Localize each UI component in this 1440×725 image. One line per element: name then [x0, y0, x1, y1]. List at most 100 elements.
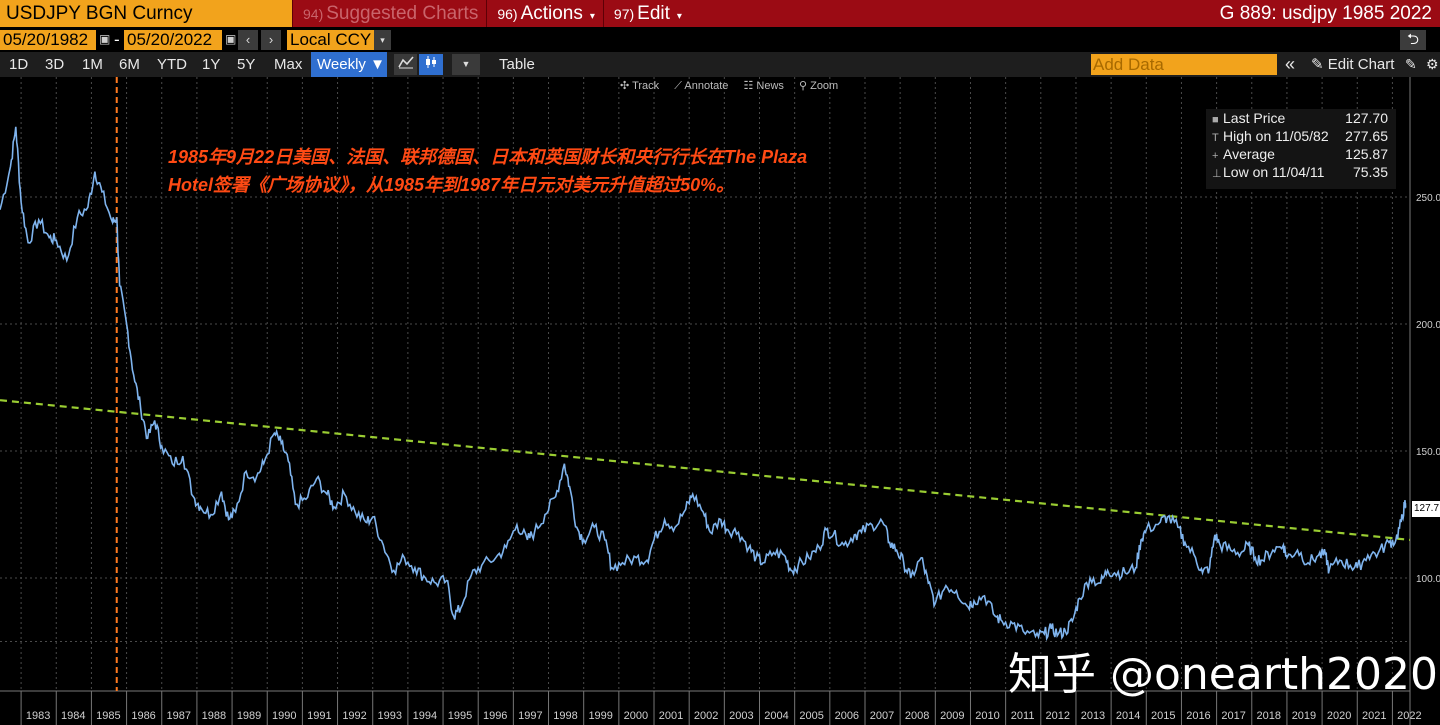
x-tick-label: 1984	[61, 710, 85, 722]
legend-value: 277.65	[1345, 128, 1388, 144]
chart-toolbox: ✣ Track ⟋ Annotate ☷ News ⚲ Zoom	[620, 79, 850, 93]
y-tick-label: 150.0	[1416, 447, 1440, 458]
x-tick-label: 2004	[764, 710, 788, 722]
end-date-input[interactable]: 05/20/2022	[124, 30, 222, 50]
actions-caret-icon: ▾	[589, 11, 595, 22]
x-tick-label: 2018	[1257, 710, 1281, 722]
legend-label: Last Price	[1223, 110, 1286, 126]
range-ytd[interactable]: YTD	[157, 56, 187, 73]
news-tool[interactable]: ☷ News	[743, 80, 784, 92]
x-tick-label: 1991	[307, 710, 331, 722]
x-tick-label: 2021	[1362, 710, 1386, 722]
watermark: 知乎 @onearth2020	[1008, 649, 1439, 700]
x-tick-label: 1983	[26, 710, 50, 722]
legend-row-low[interactable]: ⊥Low on 11/04/11 75.35	[1206, 163, 1396, 181]
legend-label: Low on 11/04/11	[1223, 164, 1325, 180]
x-tick-label: 2001	[659, 710, 683, 722]
usdjpy-price-line	[0, 126, 1407, 642]
range-6m[interactable]: 6M	[119, 56, 140, 73]
edit-caret-icon: ▾	[676, 11, 682, 22]
frequency-select[interactable]: Weekly ▼	[311, 52, 387, 77]
calendar-icon[interactable]: ▣	[225, 32, 237, 46]
x-tick-label: 1995	[448, 710, 472, 722]
x-tick-label: 1998	[553, 710, 577, 722]
range-1d[interactable]: 1D	[9, 56, 29, 73]
actions-menu[interactable]: 96) Actions ▾	[486, 0, 603, 27]
x-tick-label: 2008	[905, 710, 929, 722]
y-tick-label: 250.0	[1416, 193, 1440, 204]
zoom-tool[interactable]: ⚲ Zoom	[798, 80, 839, 92]
calendar-icon[interactable]: ▣	[99, 32, 111, 46]
price-chart[interactable]: 1983 1984 1985 1986 1987 1988 1989 1990 1991 1992…	[0, 77, 1440, 725]
annotation-line-2: Hotel签署《广场协议》，从1985年到1987年日元对美元升值超过50%。	[168, 175, 735, 195]
x-tick-label: 2002	[694, 710, 718, 722]
x-tick-label: 2016	[1186, 710, 1210, 722]
last-price-tag: 127.7	[1412, 501, 1440, 517]
range-1y[interactable]: 1Y	[202, 56, 221, 73]
x-tick-label: 2007	[870, 710, 894, 722]
legend-value: 127.70	[1345, 110, 1388, 126]
high-marker-icon: T	[1212, 132, 1219, 144]
table-button[interactable]: Table	[499, 56, 535, 73]
x-tick-label: 1988	[202, 710, 226, 722]
next-period-button[interactable]: ›	[261, 30, 281, 50]
track-tool[interactable]: ✣ Track	[620, 80, 660, 92]
edit-menu[interactable]: 97) Edit ▾	[602, 0, 690, 27]
x-tick-label: 2006	[835, 710, 859, 722]
range-3d[interactable]: 3D	[45, 56, 65, 73]
y-tick-label: 100.0	[1416, 574, 1440, 585]
ticker-field[interactable]: USDJPY BGN Curncy	[0, 0, 292, 27]
gear-icon[interactable]: ⚙	[1426, 56, 1439, 72]
x-tick-label: 1994	[413, 710, 437, 722]
x-tick-label: 1999	[588, 710, 612, 722]
candlestick-icon[interactable]	[419, 54, 443, 75]
legend-row-high[interactable]: T High on 11/05/82 277.65	[1206, 127, 1396, 145]
range-1m[interactable]: 1M	[82, 56, 103, 73]
x-tick-label: 2010	[975, 710, 999, 722]
x-tick-label: 2003	[729, 710, 753, 722]
add-data-input[interactable]: Add Data	[1091, 54, 1277, 75]
range-max[interactable]: Max	[274, 56, 303, 73]
low-marker-icon: ⊥	[1212, 168, 1222, 180]
actions-label: Actions	[520, 3, 583, 24]
chart-type-dropdown-icon[interactable]: ▼	[452, 54, 480, 75]
legend-row-average[interactable]: + Average 125.87	[1206, 145, 1396, 163]
plaza-accord-annotation: 1985年9月22日美国、法国、联邦德国、日本和英国财长和央行行长在The Pl…	[168, 143, 807, 199]
edit-icon[interactable]: ✎	[1405, 56, 1417, 72]
x-tick-label: 2017	[1221, 710, 1245, 722]
line-chart-icon[interactable]	[394, 54, 417, 75]
collapse-icon[interactable]: «	[1285, 54, 1296, 74]
start-date-input[interactable]: 05/20/1982	[0, 30, 96, 50]
legend-panel: ■ Last Price 127.70 T High on 11/05/82 277.6…	[1206, 109, 1396, 189]
x-tick-label: 1996	[483, 710, 507, 722]
currency-select[interactable]: Local CCY	[287, 30, 374, 50]
x-tick-label: 2009	[940, 710, 964, 722]
actions-number: 96)	[497, 6, 518, 22]
edit-number: 97)	[613, 6, 635, 22]
edit-chart-button[interactable]: ✎ Edit Chart	[1311, 56, 1395, 73]
undo-button[interactable]: ⮌	[1400, 30, 1426, 50]
x-tick-label: 2011	[1011, 710, 1035, 722]
range-5y[interactable]: 5Y	[237, 56, 256, 73]
currency-dropdown-icon[interactable]: ▾	[374, 30, 391, 50]
suggested-charts-menu[interactable]: 94) Suggested Charts	[292, 0, 486, 27]
x-tick-label: 2022	[1397, 710, 1421, 722]
x-tick-label: 1986	[131, 710, 155, 722]
annotation-line-1: 1985年9月22日美国、法国、联邦德国、日本和英国财长和央行行长在The Pl…	[168, 147, 808, 167]
annotate-tool[interactable]: ⟋ Annotate	[674, 80, 729, 92]
x-tick-label: 1985	[96, 710, 120, 722]
x-tick-label: 1993	[377, 710, 401, 722]
axes: 1983 1984 1985 1986 1987 1988 1989 1990 1991 1992…	[0, 77, 1440, 725]
date-bar: 05/20/1982 ▣ - 05/20/2022 ▣ ‹ › Local CC…	[0, 27, 1440, 52]
x-tick-label: 2000	[624, 710, 648, 722]
x-tick-label: 1987	[167, 710, 191, 722]
legend-value: 125.87	[1345, 146, 1388, 162]
suggested-charts-number: 94)	[303, 6, 324, 22]
x-tick-label: 1992	[342, 710, 366, 722]
legend-label: Average	[1223, 146, 1275, 162]
prev-period-button[interactable]: ‹	[238, 30, 258, 50]
x-tick-label: 2013	[1081, 710, 1105, 722]
legend-row-last-price[interactable]: ■ Last Price 127.70	[1206, 109, 1396, 127]
suggested-charts-label: Suggested Charts	[326, 3, 479, 24]
x-tick-label: 2015	[1151, 710, 1175, 722]
